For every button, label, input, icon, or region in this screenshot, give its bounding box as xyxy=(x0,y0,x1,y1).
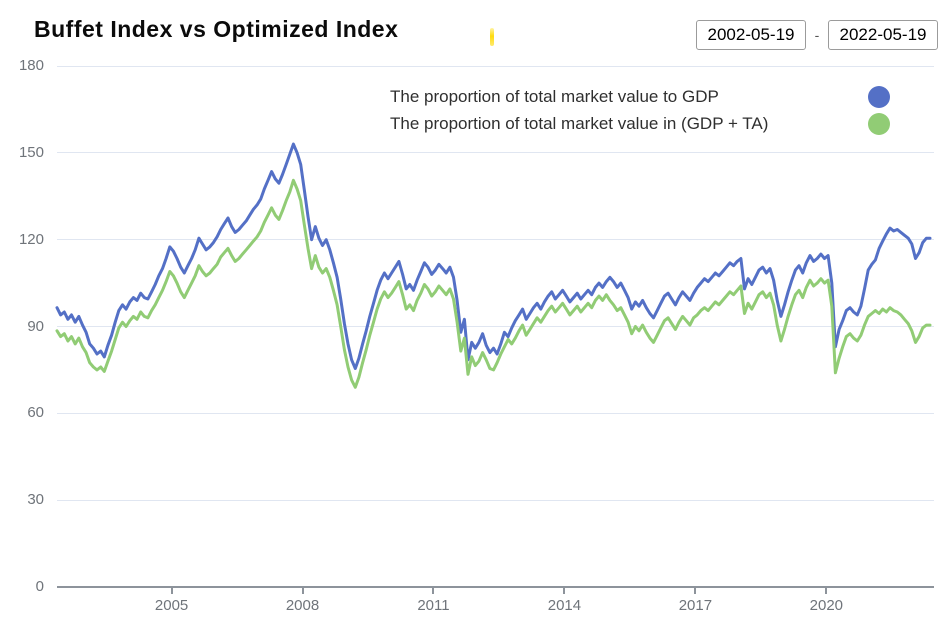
y-axis-label: 30 xyxy=(27,491,44,509)
series-line-market-value-to-gdp-plus-ta xyxy=(55,178,932,389)
y-axis-label: 180 xyxy=(18,57,44,74)
legend-label: The proportion of total market value to … xyxy=(390,86,719,106)
x-axis-label: 2008 xyxy=(285,597,320,614)
x-axis-label: 2005 xyxy=(154,597,189,614)
x-axis-label: 2017 xyxy=(678,597,713,614)
x-axis-label: 2011 xyxy=(417,597,450,614)
start-date-input[interactable] xyxy=(696,20,806,50)
legend-marker-green-circle-icon xyxy=(868,112,890,135)
y-axis-label: 90 xyxy=(27,317,44,335)
x-axis-label: 2014 xyxy=(547,597,582,614)
x-axis-tick xyxy=(301,588,304,594)
gridline-y-60 xyxy=(57,412,934,414)
x-axis-label: 2020 xyxy=(809,597,844,614)
legend-item-market-value-gdp-ta[interactable]: The proportion of total market value in … xyxy=(390,110,890,137)
x-axis-tick xyxy=(825,588,828,594)
series-line-market-value-to-gdp xyxy=(55,142,932,370)
legend-item-market-value-gdp[interactable]: The proportion of total market value to … xyxy=(390,83,890,110)
y-axis-label: 120 xyxy=(18,230,44,248)
x-axis-tick xyxy=(432,588,435,594)
y-axis-label: 150 xyxy=(18,143,44,161)
gridline-y-30 xyxy=(57,499,934,501)
x-axis-tick xyxy=(170,588,173,594)
end-date-input[interactable] xyxy=(828,20,938,50)
date-range-separator: - xyxy=(814,27,820,43)
legend-label: The proportion of total market value in … xyxy=(390,113,769,133)
date-range-picker: - xyxy=(696,20,938,50)
text-cursor-artifact xyxy=(490,28,494,46)
y-axis-label: 60 xyxy=(27,404,44,422)
chart-title: Buffet Index vs Optimized Index xyxy=(34,16,399,42)
legend: The proportion of total market value to … xyxy=(390,83,890,137)
gridline-y-120 xyxy=(57,239,934,241)
gridline-y-90 xyxy=(57,326,934,327)
x-axis-tick xyxy=(694,588,697,594)
y-axis-label: 0 xyxy=(35,578,44,595)
legend-marker-blue-circle-icon xyxy=(868,85,890,108)
gridline-y-150 xyxy=(57,152,934,154)
x-axis-tick xyxy=(563,588,566,594)
x-axis-line xyxy=(57,586,934,588)
gridline-y-180 xyxy=(57,65,934,67)
